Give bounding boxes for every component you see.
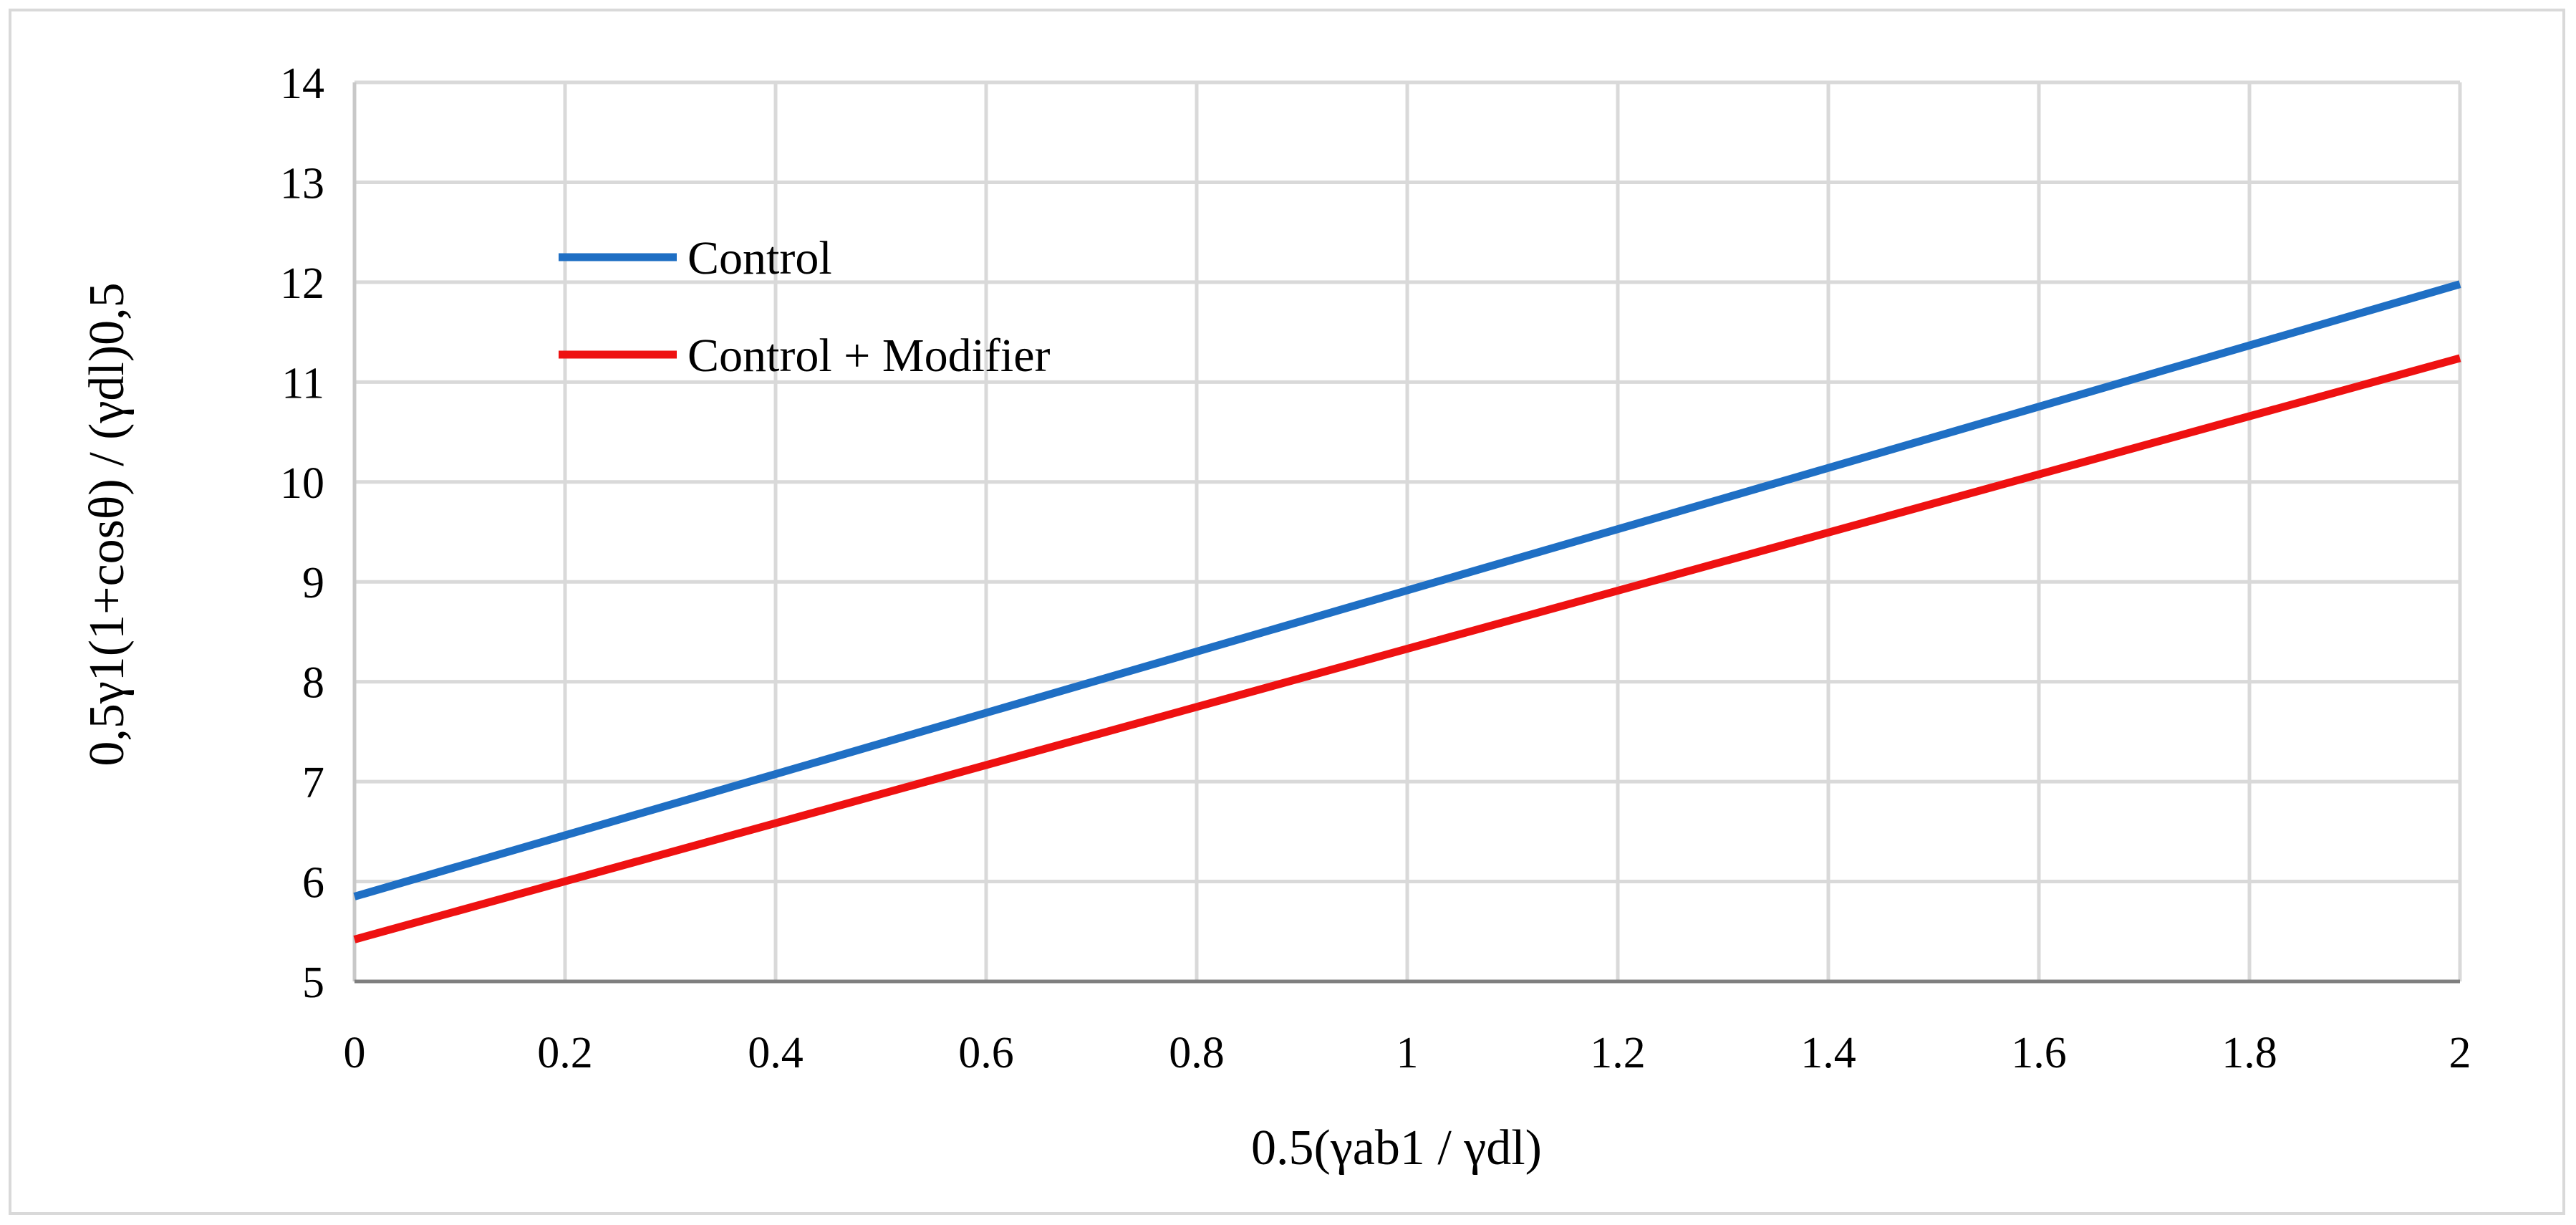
x-tick-label: 1.2 bbox=[1590, 1029, 1646, 1077]
y-tick-label: 5 bbox=[302, 959, 324, 1007]
axis-layer bbox=[352, 82, 2460, 984]
chart-frame bbox=[9, 9, 2565, 1215]
y-tick-label: 11 bbox=[281, 359, 324, 408]
legend-label-control: Control bbox=[688, 232, 832, 284]
y-tick-label: 13 bbox=[280, 159, 324, 208]
legend-label-control-modifier: Control + Modifier bbox=[688, 330, 1051, 382]
x-tick-label: 1.8 bbox=[2222, 1029, 2277, 1077]
x-tick-label: 1.6 bbox=[2011, 1029, 2067, 1077]
y-tick-label: 10 bbox=[280, 459, 324, 508]
y-tick-label: 14 bbox=[280, 59, 324, 108]
y-tick-label: 9 bbox=[302, 559, 324, 607]
x-axis-title: 0.5(γab1 / γdl) bbox=[1251, 1120, 1542, 1176]
x-tick-label: 1.4 bbox=[1800, 1029, 1856, 1077]
series-layer bbox=[353, 280, 2461, 943]
x-tick-label: 0.8 bbox=[1169, 1029, 1225, 1077]
x-tick-label: 0.2 bbox=[537, 1029, 593, 1077]
x-tick-label: 2 bbox=[2449, 1029, 2471, 1077]
tick-layer: 5 6 7 8 9 10 11 12 13 14 0 0.2 0.4 0.6 0.8 1 1.2 1.4 1.6 1.… bbox=[280, 59, 2471, 1077]
y-tick-label: 12 bbox=[280, 259, 324, 308]
series-line-control-modifier bbox=[353, 354, 2461, 943]
legend: Control Control + Modifier bbox=[559, 232, 1051, 382]
y-tick-label: 7 bbox=[302, 759, 324, 807]
x-tick-label: 0.4 bbox=[748, 1029, 804, 1077]
x-tick-label: 0.6 bbox=[958, 1029, 1014, 1077]
series-line-control bbox=[353, 280, 2461, 900]
y-tick-label: 8 bbox=[302, 659, 324, 708]
x-tick-label: 0 bbox=[344, 1029, 366, 1077]
y-axis-title: 0,5γ1(1+cosθ) / (γdl)0,5 bbox=[79, 282, 135, 766]
y-tick-label: 6 bbox=[302, 859, 324, 908]
x-tick-label: 1 bbox=[1396, 1029, 1419, 1077]
grid-layer bbox=[354, 80, 2462, 981]
